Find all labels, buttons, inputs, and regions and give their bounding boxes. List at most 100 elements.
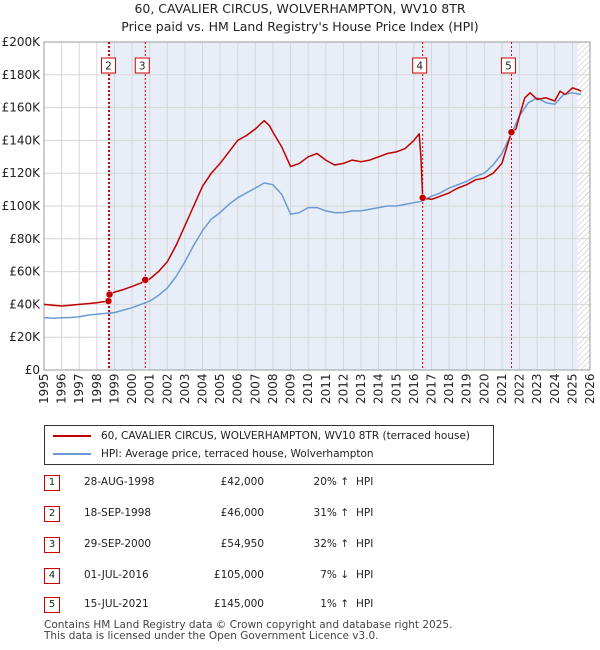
- x-tick-label: 2001: [143, 373, 157, 404]
- marker-label: 3: [139, 61, 146, 73]
- transaction-number: 5: [44, 597, 60, 613]
- x-tick-label: 2017: [424, 373, 438, 404]
- marker-label: 2: [105, 61, 112, 73]
- x-tick-label: 2009: [284, 373, 298, 404]
- sale-point: [507, 128, 516, 136]
- transaction-price: £145,000: [213, 598, 264, 610]
- x-tick-label: 2020: [477, 373, 491, 404]
- transaction-hpi-label: HPI: [356, 569, 374, 581]
- plot-frame: [43, 41, 591, 371]
- x-tick-label: 1995: [37, 373, 51, 404]
- transaction-hpi-label: HPI: [356, 476, 374, 488]
- x-tick-label: 2004: [196, 373, 210, 404]
- sale-point: [141, 276, 150, 284]
- marker-label-box: [412, 57, 428, 74]
- x-tick-label: 2011: [319, 373, 333, 404]
- transaction-date: 28-AUG-1998: [84, 476, 155, 488]
- y-tick-label: £200K: [2, 35, 42, 49]
- x-tick-label: 1996: [55, 373, 69, 404]
- y-tick-label: £40K: [9, 297, 41, 311]
- table-row: 2 18-SEP-1998 £46,000 31% ↑ HPI: [44, 506, 564, 526]
- legend-swatch-property: [53, 435, 91, 437]
- transaction-number: 2: [44, 506, 60, 522]
- x-tick-label: 2023: [530, 373, 544, 404]
- x-tick-label: 2000: [125, 373, 139, 404]
- transaction-price: £42,000: [220, 476, 264, 488]
- sale-point: [418, 194, 427, 202]
- chart-subtitle: Price paid vs. HM Land Registry's House …: [121, 19, 479, 34]
- x-tick-label: 2021: [495, 373, 509, 404]
- footer-licence: This data is licensed under the Open Gov…: [44, 630, 379, 642]
- transaction-number: 1: [44, 475, 60, 491]
- x-tick-label: 1998: [90, 373, 104, 404]
- table-row: 5 15-JUL-2021 £145,000 1% ↑ HPI: [44, 597, 564, 617]
- transaction-hpi-label: HPI: [356, 507, 374, 519]
- x-tick-label: 2025: [565, 373, 579, 404]
- y-tick-label: £140K: [2, 133, 42, 147]
- transaction-price: £54,950: [220, 538, 264, 550]
- legend-item-hpi: HPI: Average price, terraced house, Wolv…: [53, 446, 374, 462]
- x-tick-label: 2014: [372, 373, 386, 404]
- footer-note: Contains HM Land Registry data © Crown c…: [44, 620, 452, 642]
- x-tick-label: 2019: [460, 373, 474, 404]
- legend-label-property: 60, CAVALIER CIRCUS, WOLVERHAMPTON, WV10…: [101, 430, 471, 442]
- x-tick-label: 2007: [248, 373, 262, 404]
- transaction-hpi-change: 32% ↑: [313, 538, 349, 550]
- x-tick-label: 2012: [336, 373, 350, 404]
- x-tick-label: 2015: [389, 373, 403, 404]
- table-row: 4 01-JUL-2016 £105,000 7% ↓ HPI: [44, 568, 564, 588]
- transaction-date: 18-SEP-1998: [84, 507, 152, 519]
- x-tick-label: 2008: [266, 373, 280, 404]
- transaction-price: £46,000: [220, 507, 264, 519]
- x-tick-label: 1997: [72, 373, 86, 404]
- transaction-number: 4: [44, 568, 60, 584]
- x-tick-label: 2006: [231, 373, 245, 404]
- legend-swatch-hpi: [53, 453, 91, 455]
- sale-point: [104, 297, 113, 305]
- table-row: 1 28-AUG-1998 £42,000 20% ↑ HPI: [44, 475, 564, 495]
- marker-label-box: [101, 57, 117, 74]
- transaction-hpi-change: 1% ↑: [320, 598, 349, 610]
- y-tick-label: £120K: [2, 166, 42, 180]
- x-tick-label: 2016: [407, 373, 421, 404]
- transaction-date: 01-JUL-2016: [84, 569, 149, 581]
- transaction-price: £105,000: [213, 569, 264, 581]
- y-tick-label: £160K: [2, 101, 42, 115]
- transaction-number: 3: [44, 537, 60, 553]
- x-tick-label: 2013: [354, 373, 368, 404]
- x-tick-label: 2018: [442, 373, 456, 404]
- transaction-hpi-change: 20% ↑: [313, 476, 349, 488]
- legend-item-property: 60, CAVALIER CIRCUS, WOLVERHAMPTON, WV10…: [53, 428, 470, 444]
- y-tick-label: £60K: [9, 265, 41, 279]
- marker-label-box: [134, 57, 150, 74]
- x-tick-label: 2010: [301, 373, 315, 404]
- price-chart: 2 3 4 5 £0 £20K £40K £60K £80K £100K £120K £140K £16…: [2, 35, 597, 404]
- marker-label: 4: [416, 61, 423, 73]
- x-tick-label: 2024: [548, 373, 562, 404]
- y-tick-label: £80K: [9, 232, 41, 246]
- transaction-hpi-change: 7% ↓: [320, 569, 349, 581]
- x-tick-label: 2005: [213, 373, 227, 404]
- x-tick-label: 2026: [583, 373, 597, 404]
- hpi-series-line: [43, 92, 582, 320]
- marker-label: 5: [505, 61, 512, 73]
- y-tick-label: £0: [25, 363, 40, 377]
- sale-point: [105, 290, 114, 299]
- table-row: 3 29-SEP-2000 £54,950 32% ↑ HPI: [44, 537, 564, 557]
- marker-label-box: [500, 57, 516, 74]
- x-tick-label: 2002: [160, 373, 174, 404]
- y-tick-label: £20K: [9, 330, 41, 344]
- y-tick-label: £180K: [2, 68, 42, 82]
- legend-label-hpi: HPI: Average price, terraced house, Wolv…: [101, 448, 374, 460]
- transaction-date: 29-SEP-2000: [84, 538, 152, 550]
- transaction-date: 15-JUL-2021: [84, 598, 149, 610]
- footer-copyright: Contains HM Land Registry data © Crown c…: [44, 619, 453, 631]
- transaction-hpi-label: HPI: [356, 598, 374, 610]
- legend: 60, CAVALIER CIRCUS, WOLVERHAMPTON, WV10…: [44, 425, 494, 465]
- transaction-hpi-change: 31% ↑: [313, 507, 349, 519]
- x-tick-label: 1999: [107, 373, 121, 404]
- y-tick-label: £100K: [2, 199, 42, 213]
- transaction-hpi-label: HPI: [356, 538, 374, 550]
- x-tick-label: 2022: [513, 373, 527, 404]
- chart-title: 60, CAVALIER CIRCUS, WOLVERHAMPTON, WV10…: [134, 1, 466, 16]
